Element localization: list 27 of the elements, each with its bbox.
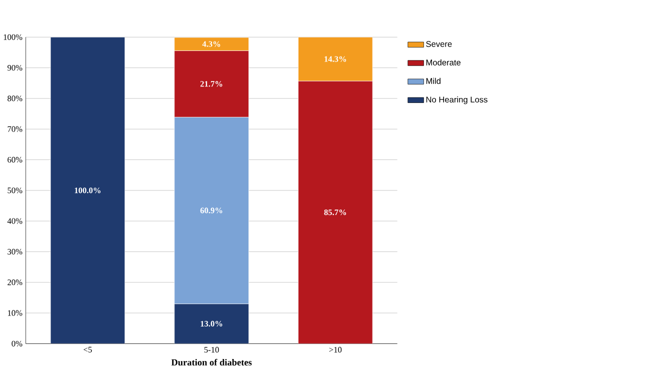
legend-label: No Hearing Loss bbox=[426, 96, 488, 104]
y-tick-label: 0% bbox=[12, 340, 22, 346]
y-tick-label: 90% bbox=[8, 64, 22, 71]
data-label: 85.7% bbox=[324, 210, 346, 216]
y-tick-label: 20% bbox=[8, 280, 22, 286]
x-tick-label: 5-10 bbox=[204, 346, 219, 353]
x-tick-label: >10 bbox=[329, 346, 342, 353]
data-label: 100.0% bbox=[74, 188, 100, 194]
y-tick-label: 80% bbox=[8, 96, 22, 102]
y-tick-label: 30% bbox=[8, 248, 22, 255]
data-label: 60.9% bbox=[200, 208, 222, 214]
y-tick-label: 50% bbox=[8, 188, 22, 194]
data-label: 4.3% bbox=[202, 41, 220, 47]
x-axis-title: Duration of diabetes bbox=[171, 358, 252, 366]
data-label: 13.0% bbox=[200, 320, 222, 327]
y-tick-label: 10% bbox=[8, 310, 22, 316]
y-tick-label: 70% bbox=[8, 126, 22, 132]
x-tick-label: <5 bbox=[84, 346, 92, 352]
data-label: 21.7% bbox=[200, 81, 222, 87]
y-tick-label: 100% bbox=[4, 34, 22, 40]
y-tick-label: 40% bbox=[7, 218, 22, 224]
y-tick-label: 60% bbox=[8, 156, 22, 163]
data-label: 14.3% bbox=[324, 56, 346, 62]
legend-label: Severe bbox=[426, 41, 452, 47]
legend-label: Moderate bbox=[426, 59, 461, 66]
bar bbox=[50, 37, 126, 344]
legend-label: Mild bbox=[426, 78, 440, 84]
